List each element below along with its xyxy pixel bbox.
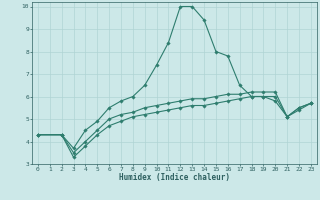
X-axis label: Humidex (Indice chaleur): Humidex (Indice chaleur) [119,173,230,182]
